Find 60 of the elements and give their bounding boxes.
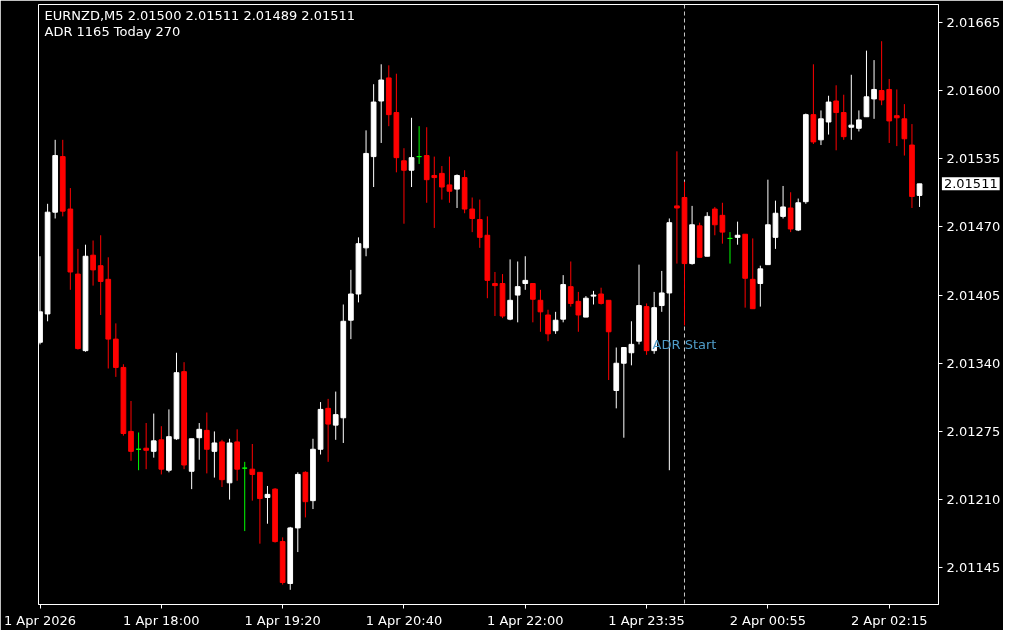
candlestick — [893, 88, 900, 147]
y-tick-label: 2.01275 — [946, 423, 1001, 439]
candlestick — [658, 270, 665, 313]
candlestick — [196, 422, 203, 461]
candlestick — [454, 173, 460, 209]
candlestick — [264, 485, 271, 525]
candlestick — [203, 412, 210, 474]
y-tick-label: 2.01210 — [946, 492, 1001, 508]
candlestick — [90, 240, 96, 287]
y-tick-label: 2.01470 — [946, 219, 1001, 235]
candlestick — [583, 295, 589, 318]
candlestick — [378, 63, 385, 144]
x-tick-label: 2 Apr 02:15 — [850, 612, 928, 628]
candlestick — [780, 185, 786, 219]
candlestick — [734, 221, 741, 246]
candlestick — [825, 95, 832, 136]
candlestick — [833, 84, 839, 151]
candlestick — [211, 430, 218, 479]
x-tick-label: 1 Apr 18:00 — [123, 612, 200, 628]
candlestick — [863, 50, 870, 118]
candlestick — [401, 147, 407, 225]
y-tick-label: 2.01600 — [946, 83, 1001, 99]
candlestick — [530, 283, 536, 323]
candlestick — [325, 398, 331, 463]
y-tick-label: 2.01340 — [946, 355, 1001, 371]
candlestick — [552, 311, 559, 335]
y-tick-label: 2.01665 — [946, 14, 1001, 30]
chart-title: EURNZD,M5 2.01500 2.01511 2.01489 2.01511 — [44, 7, 356, 23]
candlestick — [856, 109, 862, 132]
candlestick — [150, 413, 157, 459]
candlestick — [507, 258, 513, 321]
candlestick — [492, 271, 498, 317]
x-tick-label: 1 Apr 23:35 — [608, 612, 685, 628]
y-tick-label: 2.01535 — [946, 151, 1001, 167]
candlestick — [241, 461, 248, 532]
candlestick — [871, 59, 877, 120]
candlestick — [848, 74, 855, 141]
candlestick — [787, 191, 794, 233]
text: ADR 1165 Today 270 — [44, 23, 181, 39]
candlestick — [469, 197, 476, 233]
candlestick — [901, 103, 908, 157]
candlestick — [522, 255, 529, 291]
x-tick-label: 1 Apr 2026 — [3, 612, 77, 628]
candlestick — [537, 289, 544, 333]
text: 2.01511 — [943, 176, 998, 192]
candlestick — [545, 309, 551, 342]
candlestick — [916, 183, 923, 208]
candlestick — [757, 265, 764, 308]
candlestick — [143, 422, 150, 470]
candlestick — [408, 117, 415, 188]
candlestick — [514, 260, 521, 323]
x-tick-label: 1 Apr 19:20 — [244, 612, 321, 628]
x-tick-label: 2 Apr 00:55 — [729, 612, 807, 628]
y-tick-label: 2.01145 — [946, 560, 1001, 576]
candlestick — [249, 443, 256, 502]
x-tick-label: 1 Apr 22:00 — [487, 612, 564, 628]
x-tick-label: 1 Apr 20:40 — [365, 612, 443, 628]
candlestick — [128, 400, 134, 462]
y-tick-label: 2.01405 — [946, 287, 1001, 303]
candlestick — [818, 109, 824, 146]
